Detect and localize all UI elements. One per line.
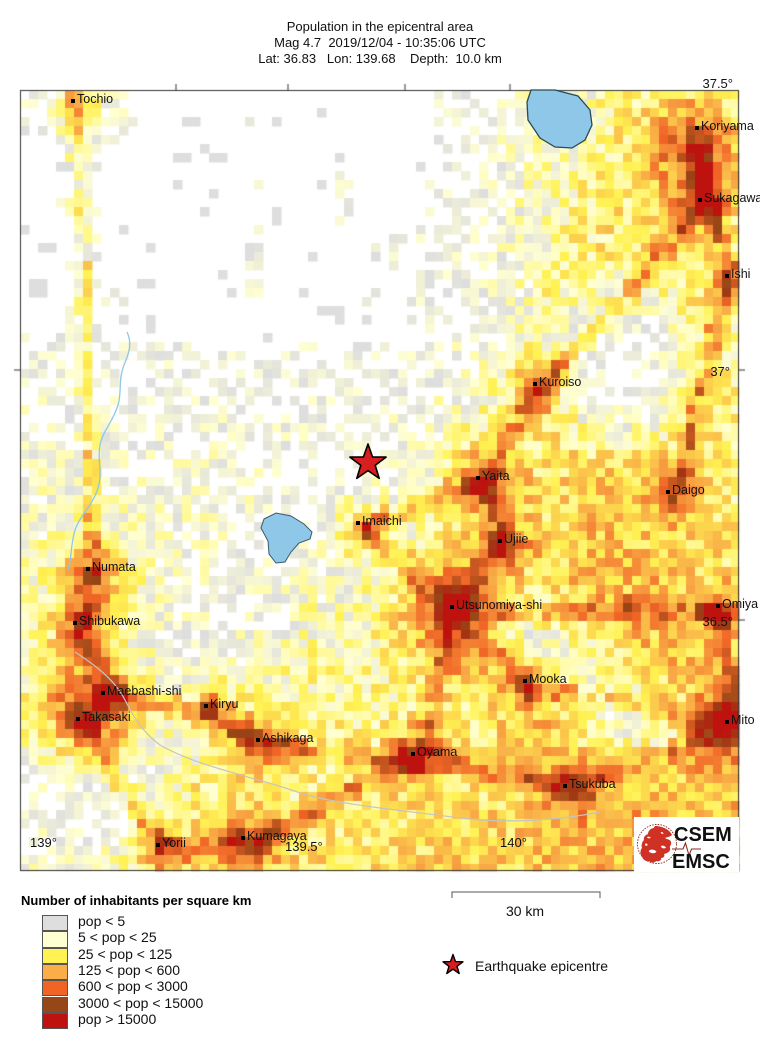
svg-text:EMSC: EMSC [672,851,730,872]
svg-text:CSEM: CSEM [674,824,732,846]
